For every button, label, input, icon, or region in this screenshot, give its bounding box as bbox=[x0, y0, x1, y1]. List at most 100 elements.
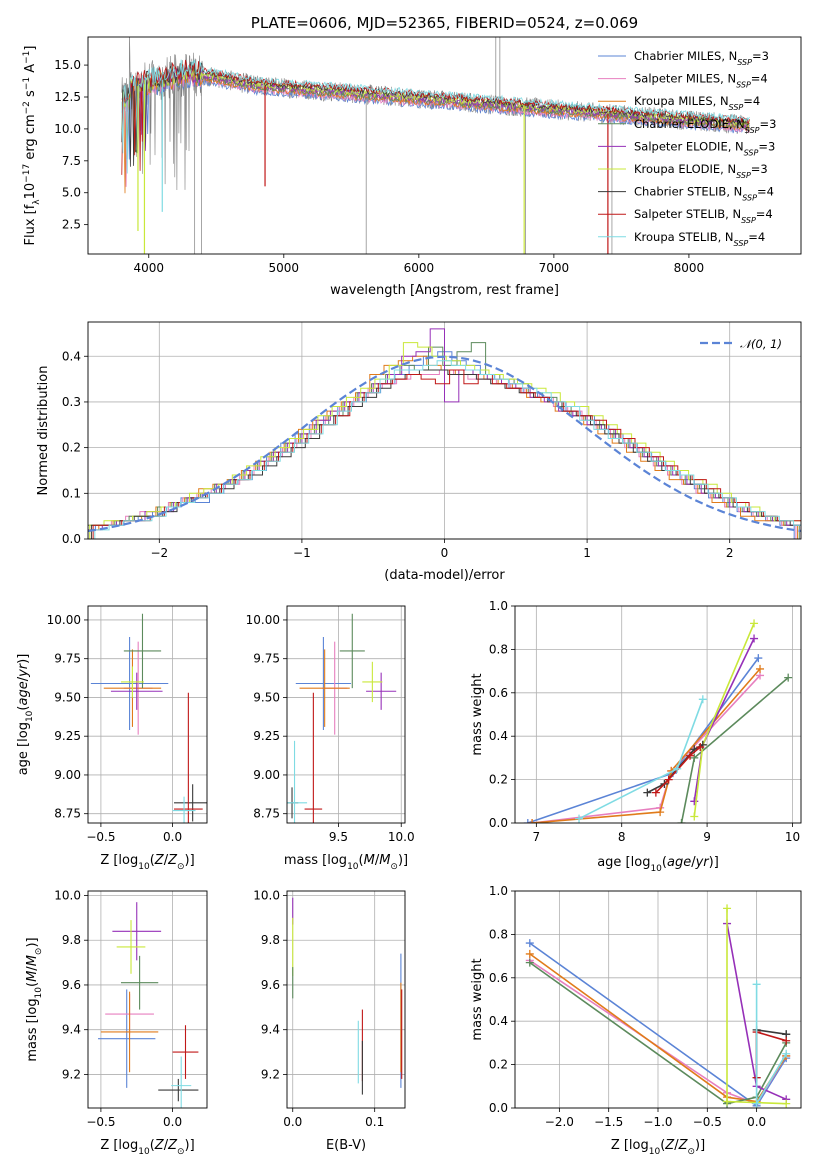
y-tick-label: 0.0 bbox=[489, 816, 508, 830]
legend-label: 𝒩(0, 1) bbox=[740, 337, 782, 351]
y-tick-label: 2.5 bbox=[62, 218, 81, 232]
y-axis-label: Flux [fλ10−17 erg cm−2 s−1 A−1] bbox=[22, 46, 42, 246]
axes-frame bbox=[286, 890, 406, 1109]
weight-vs-age-plot bbox=[523, 619, 793, 823]
mass-vs-ebv-ticks: 0.0 0.1 9.2 9.4 9.6 9.8 10.0 bbox=[253, 888, 406, 1129]
weight-marker bbox=[643, 788, 652, 797]
y-tick-label: 0.0 bbox=[62, 532, 81, 546]
histogram-series bbox=[90, 369, 801, 539]
x-tick-label: −1.0 bbox=[643, 1115, 672, 1129]
weight-marker bbox=[525, 949, 534, 958]
legend-value: =3 bbox=[752, 49, 769, 63]
weight-vs-age-ticks: 7 8 9 10 0.0 0.2 0.4 0.6 0.8 1.0 bbox=[489, 599, 802, 844]
y-tick-label: 0.4 bbox=[62, 349, 81, 363]
legend-label: Salpeter MILES, NSSP=4 bbox=[634, 72, 768, 90]
y-tick-label: 0.8 bbox=[489, 927, 508, 941]
x-tick-label: 6000 bbox=[404, 261, 435, 275]
histogram-series bbox=[88, 342, 800, 539]
legend-label: Chabrier STELIB, NSSP=4 bbox=[634, 185, 774, 203]
y-tick-label: 9.00 bbox=[54, 768, 81, 782]
legend-label: Salpeter ELODIE, NSSP=3 bbox=[634, 139, 775, 157]
legend-subscript: SSP bbox=[745, 125, 760, 134]
legend-subscript: SSP bbox=[736, 80, 751, 89]
mass-vs-Z-ticks: −0.5 0.0 9.2 9.4 9.6 9.8 10.0 bbox=[54, 888, 208, 1129]
weight-series-line bbox=[693, 623, 755, 817]
legend-subscript: SSP bbox=[734, 238, 749, 247]
spectrum-ticks: 4000 5000 6000 7000 8000 2.5 5.0 7.5 10.0 12.5 15.… bbox=[54, 36, 802, 275]
weight-marker bbox=[690, 812, 699, 821]
y-axis-label: mass weight bbox=[470, 958, 485, 1040]
y-tick-label: 9.2 bbox=[62, 1067, 81, 1081]
legend-value: =4 bbox=[748, 230, 765, 244]
y-tick-label: 0.2 bbox=[62, 441, 81, 455]
residuals-ticks: −2 −1 0 1 2 0.0 0.1 0.2 0.3 0.4 bbox=[62, 321, 802, 560]
weight-marker bbox=[784, 673, 793, 682]
x-axis-label: age [log10(age/yr)] bbox=[597, 855, 719, 874]
y-tick-label: 10.0 bbox=[54, 122, 81, 136]
y-axis-label: age [log10(age/yr)] bbox=[16, 654, 35, 776]
weight-marker bbox=[686, 751, 695, 760]
x-axis-label: wavelength [Angstrom, rest frame] bbox=[330, 283, 559, 298]
legend-label: Salpeter STELIB, NSSP=4 bbox=[634, 207, 773, 225]
weight-marker bbox=[698, 695, 707, 704]
y-tick-label: 9.2 bbox=[261, 1067, 280, 1081]
y-tick-label: 0.2 bbox=[489, 773, 508, 787]
legend-name: Chabrier STELIB, N bbox=[634, 185, 742, 199]
x-tick-label: 8 bbox=[618, 830, 626, 844]
y-tick-label: 10.00 bbox=[47, 613, 81, 627]
legend-subscript: SSP bbox=[736, 171, 751, 180]
weight-marker bbox=[690, 753, 699, 762]
legend-name: Salpeter STELIB, N bbox=[634, 207, 741, 221]
axes-frame bbox=[514, 605, 802, 824]
weight-marker bbox=[782, 1049, 791, 1058]
x-tick-label: −0.5 bbox=[86, 1115, 115, 1129]
model-spectrum-line bbox=[121, 71, 750, 160]
y-tick-label: 0.1 bbox=[62, 486, 81, 500]
x-tick-label: −0.5 bbox=[693, 1115, 722, 1129]
y-axis-label: Normed distribution bbox=[36, 366, 51, 496]
weight-series-line bbox=[693, 638, 755, 802]
y-tick-label: 0.0 bbox=[489, 1101, 508, 1115]
legend-label: Chabrier MILES, NSSP=3 bbox=[634, 49, 769, 67]
age-vs-mass-axes bbox=[287, 606, 405, 823]
legend-label: Kroupa STELIB, NSSP=4 bbox=[634, 230, 765, 248]
x-axis-label: E(B-V) bbox=[326, 1138, 366, 1153]
y-tick-label: 10.00 bbox=[246, 613, 280, 627]
age-vs-Z-plot bbox=[90, 613, 207, 823]
weight-marker bbox=[754, 654, 763, 663]
legend-subscript: SSP bbox=[737, 58, 752, 67]
weight-marker bbox=[750, 619, 759, 628]
x-tick-label: −0.5 bbox=[86, 830, 115, 844]
mass-vs-ebv-plot bbox=[292, 897, 403, 1095]
legend-subscript: SSP bbox=[742, 193, 757, 202]
mass-vs-Z-plot bbox=[98, 902, 199, 1108]
legend-value: =4 bbox=[743, 94, 760, 108]
x-tick-label: 7000 bbox=[539, 261, 570, 275]
axes-frame bbox=[87, 605, 208, 824]
y-tick-label: 9.6 bbox=[62, 978, 81, 992]
histogram-series bbox=[94, 360, 801, 539]
weight-marker bbox=[750, 634, 759, 643]
histogram-series bbox=[88, 369, 797, 539]
y-tick-label: 7.5 bbox=[62, 154, 81, 168]
x-tick-label: 1 bbox=[583, 546, 591, 560]
weight-marker bbox=[664, 775, 673, 784]
weight-marker bbox=[752, 1099, 761, 1108]
legend-name: Kroupa ELODIE, N bbox=[634, 162, 736, 176]
legend: Chabrier MILES, NSSP=3 Salpeter MILES, NS… bbox=[598, 49, 776, 247]
age-vs-mass-ticks: 9.5 10.0 8.75 9.00 9.25 9.50 9.75 10.00 bbox=[246, 605, 415, 844]
weight-marker bbox=[523, 819, 532, 823]
axes-frame bbox=[286, 605, 406, 824]
x-tick-label: 7 bbox=[533, 830, 541, 844]
y-tick-label: 12.5 bbox=[54, 90, 81, 104]
weight-marker bbox=[575, 814, 584, 823]
y-tick-label: 9.25 bbox=[54, 729, 81, 743]
legend-subscript: SSP bbox=[741, 216, 756, 225]
legend-name: Kroupa STELIB, N bbox=[634, 230, 734, 244]
legend-value: =4 bbox=[757, 185, 774, 199]
age-vs-Z-axes bbox=[88, 606, 207, 823]
model-spectrum-line bbox=[121, 59, 750, 175]
y-tick-label: 9.50 bbox=[54, 690, 81, 704]
y-tick-label: 8.75 bbox=[54, 807, 81, 821]
y-tick-label: 0.6 bbox=[489, 971, 508, 985]
